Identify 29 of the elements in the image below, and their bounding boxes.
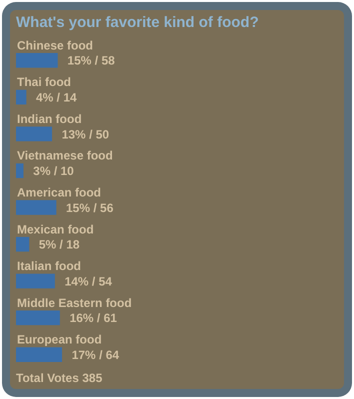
y-tick-label: Indian food [17, 112, 82, 126]
bar [16, 90, 26, 104]
y-tick-label: Mexican food [17, 222, 94, 236]
bar [16, 236, 30, 252]
bar [16, 53, 58, 68]
bar [16, 347, 62, 362]
y-tick-label: Italian food [17, 259, 81, 274]
data-label: 14% / 54 [64, 274, 112, 288]
y-tick-label: Chinese food [17, 38, 94, 52]
y-tick-label: American food [17, 186, 102, 200]
data-label: 15% / 58 [67, 54, 116, 68]
y-tick-label: Thai food [17, 75, 71, 90]
text: Total Votes 385 [16, 371, 104, 385]
y-tick-label: Vietnamese food [17, 148, 113, 163]
data-label: 13% / 50 [62, 127, 110, 142]
text: What's your favorite kind of food? [16, 14, 260, 33]
bar [16, 200, 56, 215]
data-label: 5% / 18 [38, 238, 80, 252]
y-tick-label: Middle Eastern food [17, 296, 132, 310]
bar [16, 274, 55, 288]
data-label: 15% / 56 [66, 200, 114, 215]
data-label: 17% / 64 [72, 348, 120, 362]
data-label: 3% / 10 [33, 164, 74, 178]
y-tick-label: European food [17, 332, 102, 347]
data-label: 4% / 14 [36, 90, 78, 104]
bar [16, 310, 60, 326]
data-label: 16% / 61 [70, 311, 118, 326]
bar [16, 126, 52, 142]
bar [16, 163, 24, 178]
